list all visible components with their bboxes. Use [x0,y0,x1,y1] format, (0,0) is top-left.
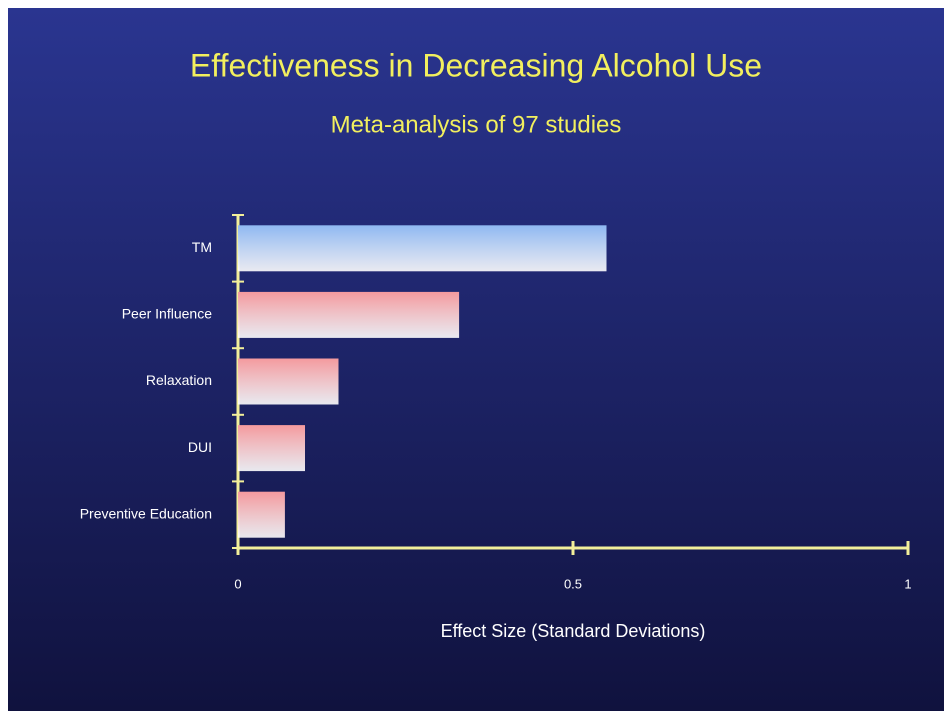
bar [238,291,460,338]
bar [238,425,305,472]
x-tick-label: 1 [904,576,911,591]
bar [238,225,607,272]
slide-background [8,8,944,711]
x-tick-label: 0 [234,576,241,591]
bar [238,358,339,405]
y-tick-label: Preventive Education [80,505,212,521]
y-tick-label: Peer Influence [122,306,212,322]
y-tick-label: TM [192,239,212,255]
chart-subtitle: Meta-analysis of 97 studies [331,111,622,138]
chart-title: Effectiveness in Decreasing Alcohol Use [190,47,762,83]
x-tick-label: 0.5 [564,576,582,591]
y-tick-label: Relaxation [146,372,212,388]
x-axis-label: Effect Size (Standard Deviations) [441,621,706,641]
y-tick-label: DUI [188,439,212,455]
bar [238,491,285,538]
